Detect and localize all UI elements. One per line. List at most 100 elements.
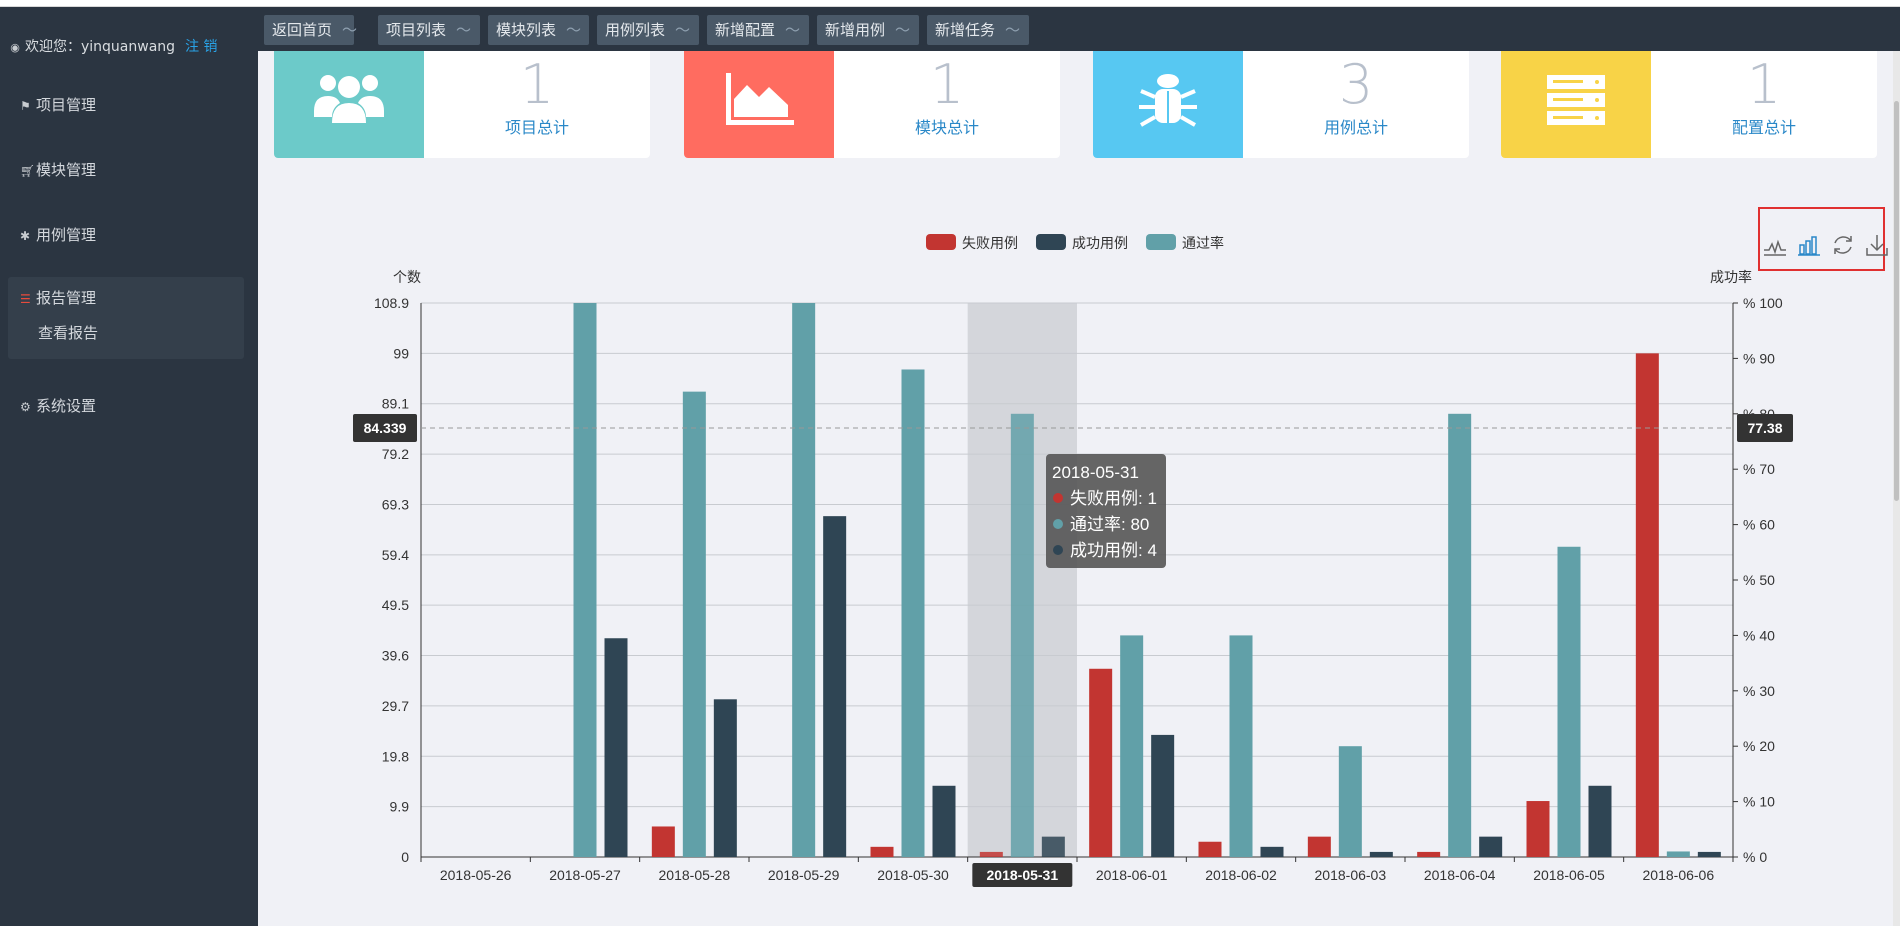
bar-fail <box>1307 836 1331 857</box>
bar-success <box>713 699 737 857</box>
tab-testcase-list[interactable]: 用例列表〜 <box>597 15 699 45</box>
bar-success <box>604 638 628 857</box>
sidebar-item-settings[interactable]: ⚙ 系统设置 <box>20 395 96 416</box>
card-label: 项目总计 <box>504 118 569 137</box>
legend-label: 失败用例 <box>962 235 1018 251</box>
bar-rate <box>901 369 925 857</box>
y-tick-label-left: 49.5 <box>382 597 409 613</box>
legend-swatch <box>1146 234 1176 250</box>
download-icon[interactable] <box>1864 232 1890 258</box>
legend-label: 成功用例 <box>1072 235 1128 251</box>
tooltip-row: 失败用例: 1 <box>1070 489 1157 508</box>
area-chart-icon <box>726 73 794 125</box>
axis-pointer-label-right-bg <box>1737 413 1793 442</box>
stat-card-modules[interactable]: 1 模块总计 <box>684 51 1060 158</box>
x-tick-label-highlight <box>972 863 1073 887</box>
tab-bar: 返回首页〜 项目列表〜 模块列表〜 用例列表〜 新增配置〜 新增用例〜 新增任务… <box>258 7 1900 51</box>
axis-pointer-label-right: 77.38 <box>1747 420 1782 436</box>
card-icon-box <box>274 51 424 158</box>
tab-add-config[interactable]: 新增配置〜 <box>707 15 809 45</box>
tab-tilde-icon: 〜 <box>785 21 801 39</box>
tab-label: 返回首页 <box>272 21 333 39</box>
stat-card-testcases[interactable]: 3 用例总计 <box>1093 51 1469 158</box>
y-tick-label-right: % 100 <box>1743 295 1783 311</box>
x-tick-label: 2018-05-31 <box>987 867 1059 883</box>
tab-tilde-icon: 〜 <box>342 21 358 39</box>
sidebar-item-project[interactable]: ⚑ 项目管理 <box>20 94 96 115</box>
card-value: 1 <box>519 53 555 116</box>
sidebar-item-label: 模块管理 <box>36 161 97 179</box>
x-tick-label: 2018-05-27 <box>549 867 621 883</box>
bar-fail <box>1526 801 1550 857</box>
tab-add-testcase[interactable]: 新增用例〜 <box>817 15 919 45</box>
y-tick-label-right: % 30 <box>1743 683 1775 699</box>
x-tick-label: 2018-06-06 <box>1643 867 1715 883</box>
bug-icon <box>1139 74 1197 127</box>
tooltip-dot <box>1053 545 1063 555</box>
restore-icon[interactable] <box>1830 232 1856 258</box>
y-tick-label-left: 39.6 <box>382 648 409 664</box>
bar-rate <box>1120 635 1144 857</box>
tab-add-task[interactable]: 新增任务〜 <box>927 15 1029 45</box>
card-icon-box <box>1093 51 1243 158</box>
bar-rate <box>1557 546 1581 857</box>
scrollbar[interactable] <box>1893 51 1900 926</box>
tab-label: 新增用例 <box>825 21 886 39</box>
tab-label: 用例列表 <box>605 21 666 39</box>
y-axis-title-right: 成功率 <box>1710 269 1752 285</box>
card-value: 1 <box>929 53 965 116</box>
bar-rate <box>682 391 706 857</box>
tab-module-list[interactable]: 模块列表〜 <box>488 15 589 45</box>
dashboard-icon: ◉ <box>10 41 20 54</box>
card-label: 用例总计 <box>1323 118 1388 137</box>
bar-rate <box>792 303 816 857</box>
stat-card-configs[interactable]: 1 配置总计 <box>1501 51 1877 158</box>
bar-fail <box>1089 668 1113 857</box>
y-tick-label-left: 59.4 <box>382 547 409 563</box>
sidebar-subitem-view-report[interactable]: 查看报告 <box>38 324 99 342</box>
bar-fail <box>1635 353 1659 857</box>
card-label: 模块总计 <box>914 118 979 137</box>
y-tick-label-right: % 50 <box>1743 572 1775 588</box>
scrollbar-thumb[interactable] <box>1894 101 1899 501</box>
card-icon-box <box>684 51 834 158</box>
tab-tilde-icon: 〜 <box>675 21 691 39</box>
card-value: 1 <box>1746 53 1782 116</box>
bar-success <box>1260 846 1284 857</box>
bar-success <box>1151 734 1175 857</box>
bar-chart-icon[interactable] <box>1796 232 1822 258</box>
bar-success <box>932 785 956 857</box>
x-tick-label: 2018-05-29 <box>768 867 840 883</box>
x-tick-label: 2018-05-26 <box>440 867 512 883</box>
bar-success <box>1369 851 1393 857</box>
y-tick-label-right: % 60 <box>1743 517 1775 533</box>
server-icon <box>1547 75 1605 125</box>
bug-icon: ✱ <box>20 229 31 243</box>
bar-rate <box>1666 851 1690 857</box>
x-tick-label: 2018-06-05 <box>1533 867 1605 883</box>
axis-pointer-label-left: 84.339 <box>364 420 407 436</box>
cart-icon: 🛒︎ <box>20 164 36 178</box>
card-icon-box <box>1501 51 1651 158</box>
tab-home[interactable]: 返回首页〜 <box>264 15 358 45</box>
y-tick-label-left: 108.9 <box>374 295 409 311</box>
tooltip-row: 成功用例: 4 <box>1070 541 1157 560</box>
sidebar-item-module[interactable]: 🛒︎模块管理 <box>20 159 96 180</box>
bar-rate <box>1338 746 1362 857</box>
flag-icon: ⚑ <box>20 99 31 113</box>
axis-pointer-label-left-bg <box>353 413 417 442</box>
y-tick-label-left: 69.3 <box>382 496 409 512</box>
stat-card-projects[interactable]: 1 项目总计 <box>274 51 650 158</box>
logout-link[interactable]: 注 销 <box>185 39 218 55</box>
line-chart-icon[interactable] <box>1762 232 1788 258</box>
sidebar-item-testcase[interactable]: ✱ 用例管理 <box>20 224 96 245</box>
legend-swatch <box>926 234 956 250</box>
x-tick-label: 2018-05-30 <box>877 867 949 883</box>
tab-project-list[interactable]: 项目列表〜 <box>378 15 480 45</box>
y-tick-label-right: % 70 <box>1743 461 1775 477</box>
bar-fail <box>651 826 675 857</box>
users-icon <box>314 75 384 123</box>
y-tick-label-left: 19.8 <box>382 748 409 764</box>
sidebar-item-report[interactable]: ☰ 报告管理 <box>20 287 96 308</box>
legend-label: 通过率 <box>1182 235 1224 251</box>
